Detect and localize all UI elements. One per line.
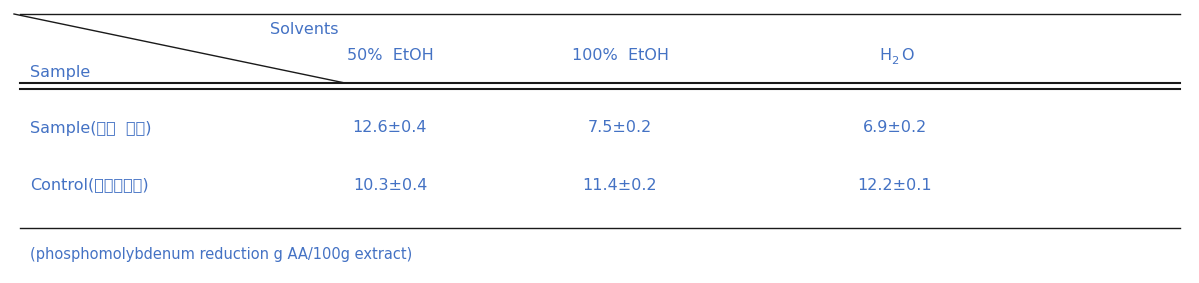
Text: 100%  EtOH: 100% EtOH [572, 48, 669, 63]
Text: H: H [879, 48, 891, 63]
Text: 10.3±0.4: 10.3±0.4 [353, 177, 427, 192]
Text: 2: 2 [891, 56, 898, 66]
Text: 12.6±0.4: 12.6±0.4 [353, 121, 427, 136]
Text: 12.2±0.1: 12.2±0.1 [857, 177, 933, 192]
Text: Solvents: Solvents [270, 23, 338, 38]
Text: Sample(더덕  발효): Sample(더덕 발효) [30, 121, 151, 136]
Text: O: O [900, 48, 914, 63]
Text: 50%  EtOH: 50% EtOH [347, 48, 433, 63]
Text: 7.5±0.2: 7.5±0.2 [588, 121, 652, 136]
Text: (phosphomolybdenum reduction g AA/100g extract): (phosphomolybdenum reduction g AA/100g e… [30, 248, 412, 263]
Text: 6.9±0.2: 6.9±0.2 [863, 121, 927, 136]
Text: Control(더덕비발효): Control(더덕비발효) [30, 177, 149, 192]
Text: 11.4±0.2: 11.4±0.2 [583, 177, 657, 192]
Text: Sample: Sample [30, 65, 90, 80]
